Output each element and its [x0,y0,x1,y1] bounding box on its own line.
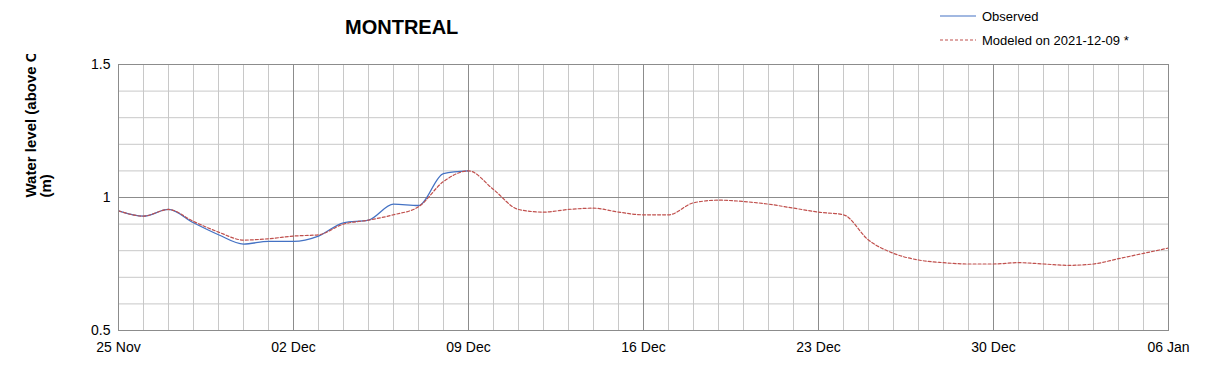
svg-text:30 Dec: 30 Dec [971,339,1015,355]
svg-text:06 Jan: 06 Jan [1147,339,1189,355]
html-text:MONTREAL: MONTREAL [345,16,459,38]
svg-text:02 Dec: 02 Dec [271,339,315,355]
svg-text:23 Dec: 23 Dec [796,339,840,355]
svg-text:0.5: 0.5 [91,322,111,338]
svg-text:Water level (above C.D.)(m): Water level (above C.D.)(m) [22,54,54,198]
html-text:Modeled on 2021-12-09 *: Modeled on 2021-12-09 * [982,32,1129,48]
svg-text:1: 1 [103,189,111,205]
svg-text:16 Dec: 16 Dec [621,339,665,355]
svg-text:09 Dec: 09 Dec [446,339,490,355]
svg-text:25 Nov: 25 Nov [96,339,140,355]
html-text:Observed: Observed [982,8,1039,24]
svg-text:1.5: 1.5 [91,56,111,72]
